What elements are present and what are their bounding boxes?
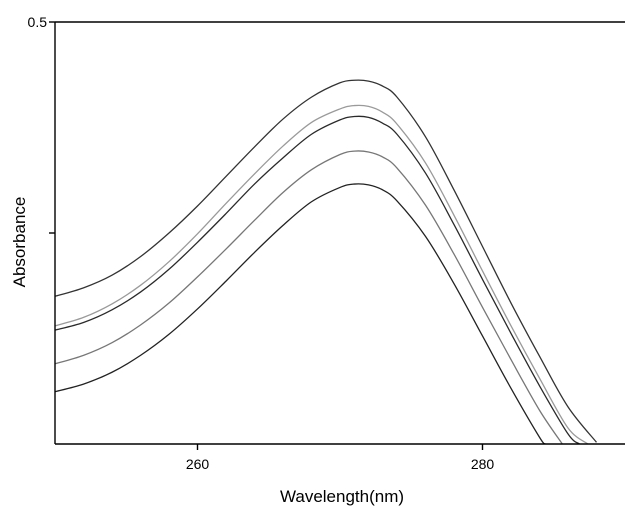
ticks-group: 260 280 0.5 [28,14,495,472]
y-tick-label-0.5: 0.5 [28,14,48,30]
x-tick-label-260: 260 [186,456,210,472]
absorbance-curve-2 [55,104,589,444]
absorbance-curve-1 [55,79,598,443]
curves-group [55,79,598,444]
axes-group [54,21,625,445]
absorbance-curve-4 [55,150,563,444]
y-axis-label: Absorbance [10,197,29,288]
x-axis-label: Wavelength(nm) [280,487,404,506]
absorbance-curve-5 [55,183,546,444]
absorbance-curve-3 [55,115,580,444]
x-tick-label-280: 280 [471,456,495,472]
